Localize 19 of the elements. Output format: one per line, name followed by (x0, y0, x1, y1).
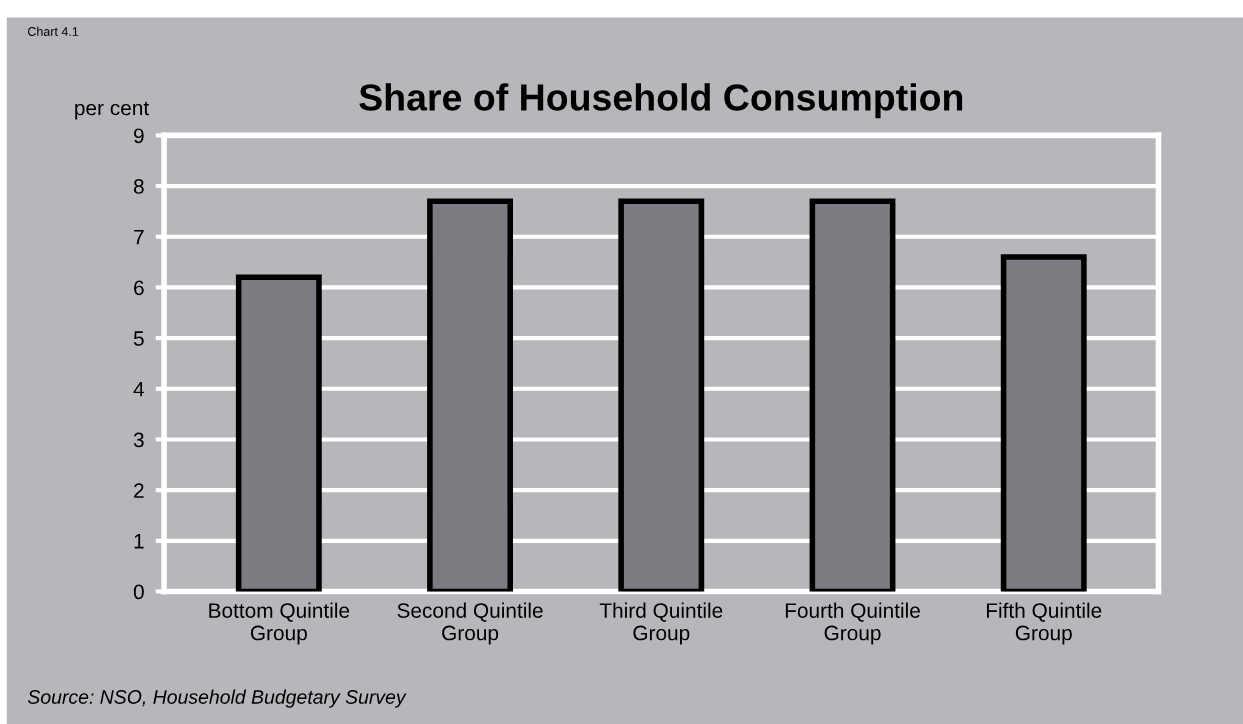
y-tick-label: 3 (133, 432, 144, 448)
y-tick-label: 2 (134, 483, 144, 498)
x-tick-label: Second Quintile Group (397, 602, 543, 645)
y-tick-label: 4 (133, 382, 145, 397)
x-tick-label: Bottom Quintile Group (209, 602, 350, 645)
x-tick-label: Fifth Quintile Group (986, 602, 1102, 645)
x-tick-label: Fourth Quintile Group (785, 602, 920, 645)
y-tick-label: 1 (134, 534, 144, 549)
y-tick-label: 5 (133, 331, 144, 346)
y-tick-label: 9 (134, 128, 144, 144)
y-axis-title: per cent (75, 101, 150, 120)
y-tick-label: 0 (133, 584, 144, 600)
y-tick-label: 7 (134, 229, 144, 245)
caption: Chart 4.1 (27, 26, 79, 36)
chart-title: Share of Household Consumption (359, 83, 963, 119)
x-tick-label: Third Quintile Group (599, 602, 723, 645)
y-tick-label: 8 (133, 179, 144, 194)
source-note: Source: NSO, Household Budgetary Survey (27, 689, 407, 708)
y-tick-label: 6 (134, 280, 144, 296)
